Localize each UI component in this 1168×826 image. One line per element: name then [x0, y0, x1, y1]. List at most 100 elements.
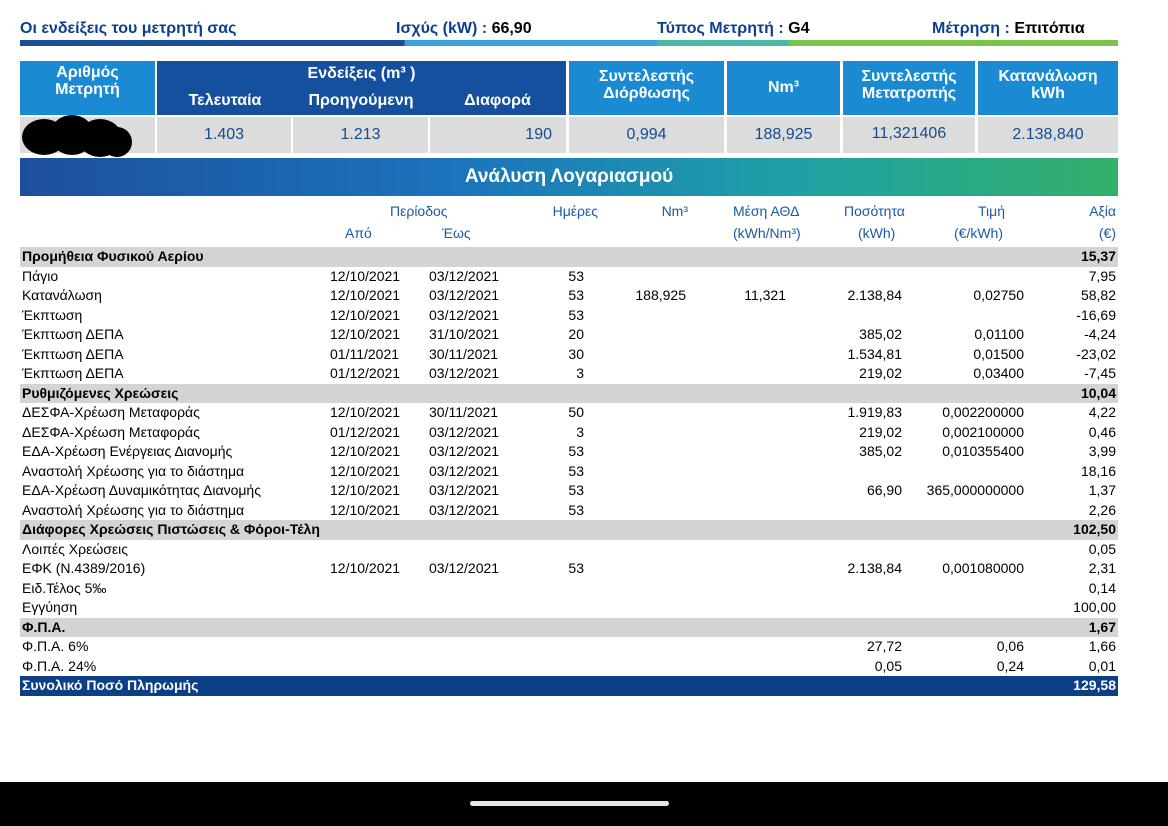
table-row: ΕΔΑ-Χρέωση Ενέργειας Διανομής 12/10/2021 0… — [20, 442, 1118, 462]
row-from-date: 12/10/2021 — [330, 443, 401, 459]
row-quantity: 385,02 — [859, 326, 902, 342]
row-days: 53 — [568, 306, 584, 323]
row-to-date: 31/10/2021 — [429, 326, 500, 342]
row-to-date: 03/12/2021 — [429, 306, 500, 323]
row-from-date: 01/11/2021 — [330, 345, 400, 362]
row-label: Εγγύηση — [22, 599, 78, 615]
row-days: 53 — [568, 287, 584, 303]
row-from-date: 01/12/2021 — [330, 423, 401, 440]
row-label: Κατανάλωση — [22, 287, 102, 303]
row-label: ΕΔΑ-Χρέωση Δυναμικότητας Διανομής — [22, 482, 261, 498]
row-label: Αναστολή Χρέωσης για το διάστημα — [22, 462, 245, 479]
table-row: Φ.Π.Α. 24% 0,05 0,24 0,01 — [20, 657, 1118, 677]
row-quantity: 1.534,81 — [847, 345, 903, 362]
row-label: ΔΕΣΦΑ-Χρέωση Μεταφοράς — [22, 404, 200, 420]
row-quantity: 219,02 — [859, 423, 902, 440]
period-header: Περίοδος — [390, 203, 448, 219]
bill-analysis-banner: Ανάλυση Λογαριασμού — [20, 158, 1118, 196]
row-quantity: 0,05 — [874, 657, 902, 674]
row-label: Αναστολή Χρέωσης για το διάστημα — [22, 501, 245, 518]
row-label: Φ.Π.Α. — [22, 618, 66, 635]
correction-factor-header: Συντελεστής Διόρθωσης — [569, 61, 724, 115]
row-value: -23,02 — [1076, 345, 1116, 362]
row-to-date: 03/12/2021 — [429, 482, 500, 498]
price-header: Τιμή — [978, 203, 1005, 219]
row-value: 4,22 — [1088, 404, 1116, 420]
price-unit: (€/kWh) — [954, 225, 1003, 241]
row-value: 2,31 — [1088, 560, 1116, 576]
home-gesture-handle[interactable] — [470, 801, 669, 806]
row-quantity: 1.919,83 — [847, 404, 903, 420]
row-quantity: 2.138,84 — [847, 560, 903, 576]
table-row: Έκπτωση ΔΕΠΑ 12/10/2021 31/10/2021 20 385,02… — [20, 325, 1118, 345]
row-days: 50 — [568, 404, 584, 420]
consumption-value: 2.138,840 — [978, 117, 1118, 153]
row-to-date: 03/12/2021 — [429, 560, 500, 576]
row-label: Έκπτωση — [22, 306, 83, 323]
row-value: 1,67 — [1088, 618, 1116, 635]
row-price: 0,02750 — [973, 287, 1024, 303]
row-to-date: 03/12/2021 — [429, 443, 500, 459]
section-row: Ρυθμιζόμενες Χρεώσεις 10,04 — [20, 383, 1118, 403]
row-price: 0,24 — [996, 657, 1024, 674]
row-label: Συνολικό Ποσό Πληρωμής — [22, 677, 199, 693]
row-label: Πάγιο — [22, 267, 59, 284]
power-value: 66,90 — [491, 20, 532, 37]
nm3-value: 188,925 — [727, 117, 840, 153]
row-days: 20 — [568, 326, 584, 342]
row-value: 100,00 — [1073, 599, 1116, 615]
meter-number-header: Αριθμός Μετρητή — [20, 61, 155, 115]
table-row: Έκπτωση 12/10/2021 03/12/2021 53 -16,69 — [20, 306, 1118, 326]
table-row: Έκπτωση ΔΕΠΑ 01/12/2021 03/12/2021 3 219,02 0… — [20, 364, 1118, 384]
row-label: Λοιπές Χρεώσεις — [22, 540, 128, 557]
row-label: Έκπτωση ΔΕΠΑ — [22, 345, 124, 362]
table-row: Έκπτωση ΔΕΠΑ 01/11/2021 30/11/2021 30 1.534,… — [20, 345, 1118, 365]
row-from-date: 12/10/2021 — [330, 306, 401, 323]
readings-header: Ενδείξεις (m³ ) Τελευταία Προηγούμενη Δι… — [157, 61, 566, 115]
table-row: ΔΕΣΦΑ-Χρέωση Μεταφοράς 12/10/2021 30/11/20… — [20, 403, 1118, 423]
difference-value: 190 — [430, 117, 566, 153]
table-row: Εγγύηση 100,00 — [20, 598, 1118, 618]
table-row: Αναστολή Χρέωσης για το διάστημα 12/10/20… — [20, 462, 1118, 482]
avg-header: Μέση ΑΘΔ — [733, 203, 800, 219]
row-from-date: 12/10/2021 — [330, 501, 401, 518]
row-label: Έκπτωση ΔΕΠΑ — [22, 326, 124, 342]
row-value: 0,01 — [1088, 657, 1116, 674]
meter-summary-header: Οι ενδείξεις του μετρητή σας Ισχύς (kW) … — [20, 20, 1118, 38]
row-from-date: 01/12/2021 — [330, 365, 401, 381]
row-from-date: 12/10/2021 — [330, 326, 401, 342]
row-label: ΕΦΚ (Ν.4389/2016) — [22, 560, 146, 576]
days-header: Ημέρες — [552, 203, 598, 219]
readings-title: Οι ενδείξεις του μετρητή σας — [20, 20, 237, 37]
nm3-header: Nm³ — [727, 61, 840, 115]
row-to-date: 03/12/2021 — [429, 501, 500, 518]
row-to-date: 30/11/2021 — [429, 345, 499, 362]
row-from-date: 12/10/2021 — [330, 462, 401, 479]
row-value: 0,14 — [1088, 579, 1116, 596]
row-days: 3 — [576, 423, 584, 440]
to-header: Έως — [442, 225, 471, 241]
row-days: 53 — [568, 443, 584, 459]
row-quantity: 66,90 — [866, 482, 902, 498]
row-price: 0,002100000 — [942, 423, 1024, 440]
row-label: Διάφορες Χρεώσεις Πιστώσεις & Φόροι-Τέλη — [22, 521, 320, 537]
avg-unit: (kWh/Nm³) — [733, 225, 801, 241]
navigation-bar — [0, 782, 1168, 826]
row-value: 15,37 — [1080, 248, 1116, 264]
row-quantity: 385,02 — [859, 443, 902, 459]
row-days: 30 — [568, 345, 584, 362]
table-row: Πάγιο 12/10/2021 03/12/2021 53 7,95 — [20, 267, 1118, 287]
table-row: ΕΦΚ (Ν.4389/2016) 12/10/2021 03/12/2021 53 2… — [20, 559, 1118, 579]
row-label: ΕΔΑ-Χρέωση Ενέργειας Διανομής — [22, 443, 233, 459]
row-value: 102,50 — [1073, 521, 1116, 537]
row-to-date: 03/12/2021 — [429, 287, 500, 303]
value-header: Αξία — [1089, 203, 1116, 219]
correction-factor-value: 0,994 — [569, 117, 724, 153]
table-row: ΕΔΑ-Χρέωση Δυναμικότητας Διανομής 12/10/2… — [20, 481, 1118, 501]
row-from-date: 12/10/2021 — [330, 560, 401, 576]
row-value: 10,04 — [1080, 384, 1116, 401]
row-to-date: 03/12/2021 — [429, 267, 500, 284]
conversion-factor-value: 11,321406 — [843, 117, 975, 153]
value-unit: (€) — [1098, 225, 1116, 241]
row-days: 53 — [568, 482, 584, 498]
